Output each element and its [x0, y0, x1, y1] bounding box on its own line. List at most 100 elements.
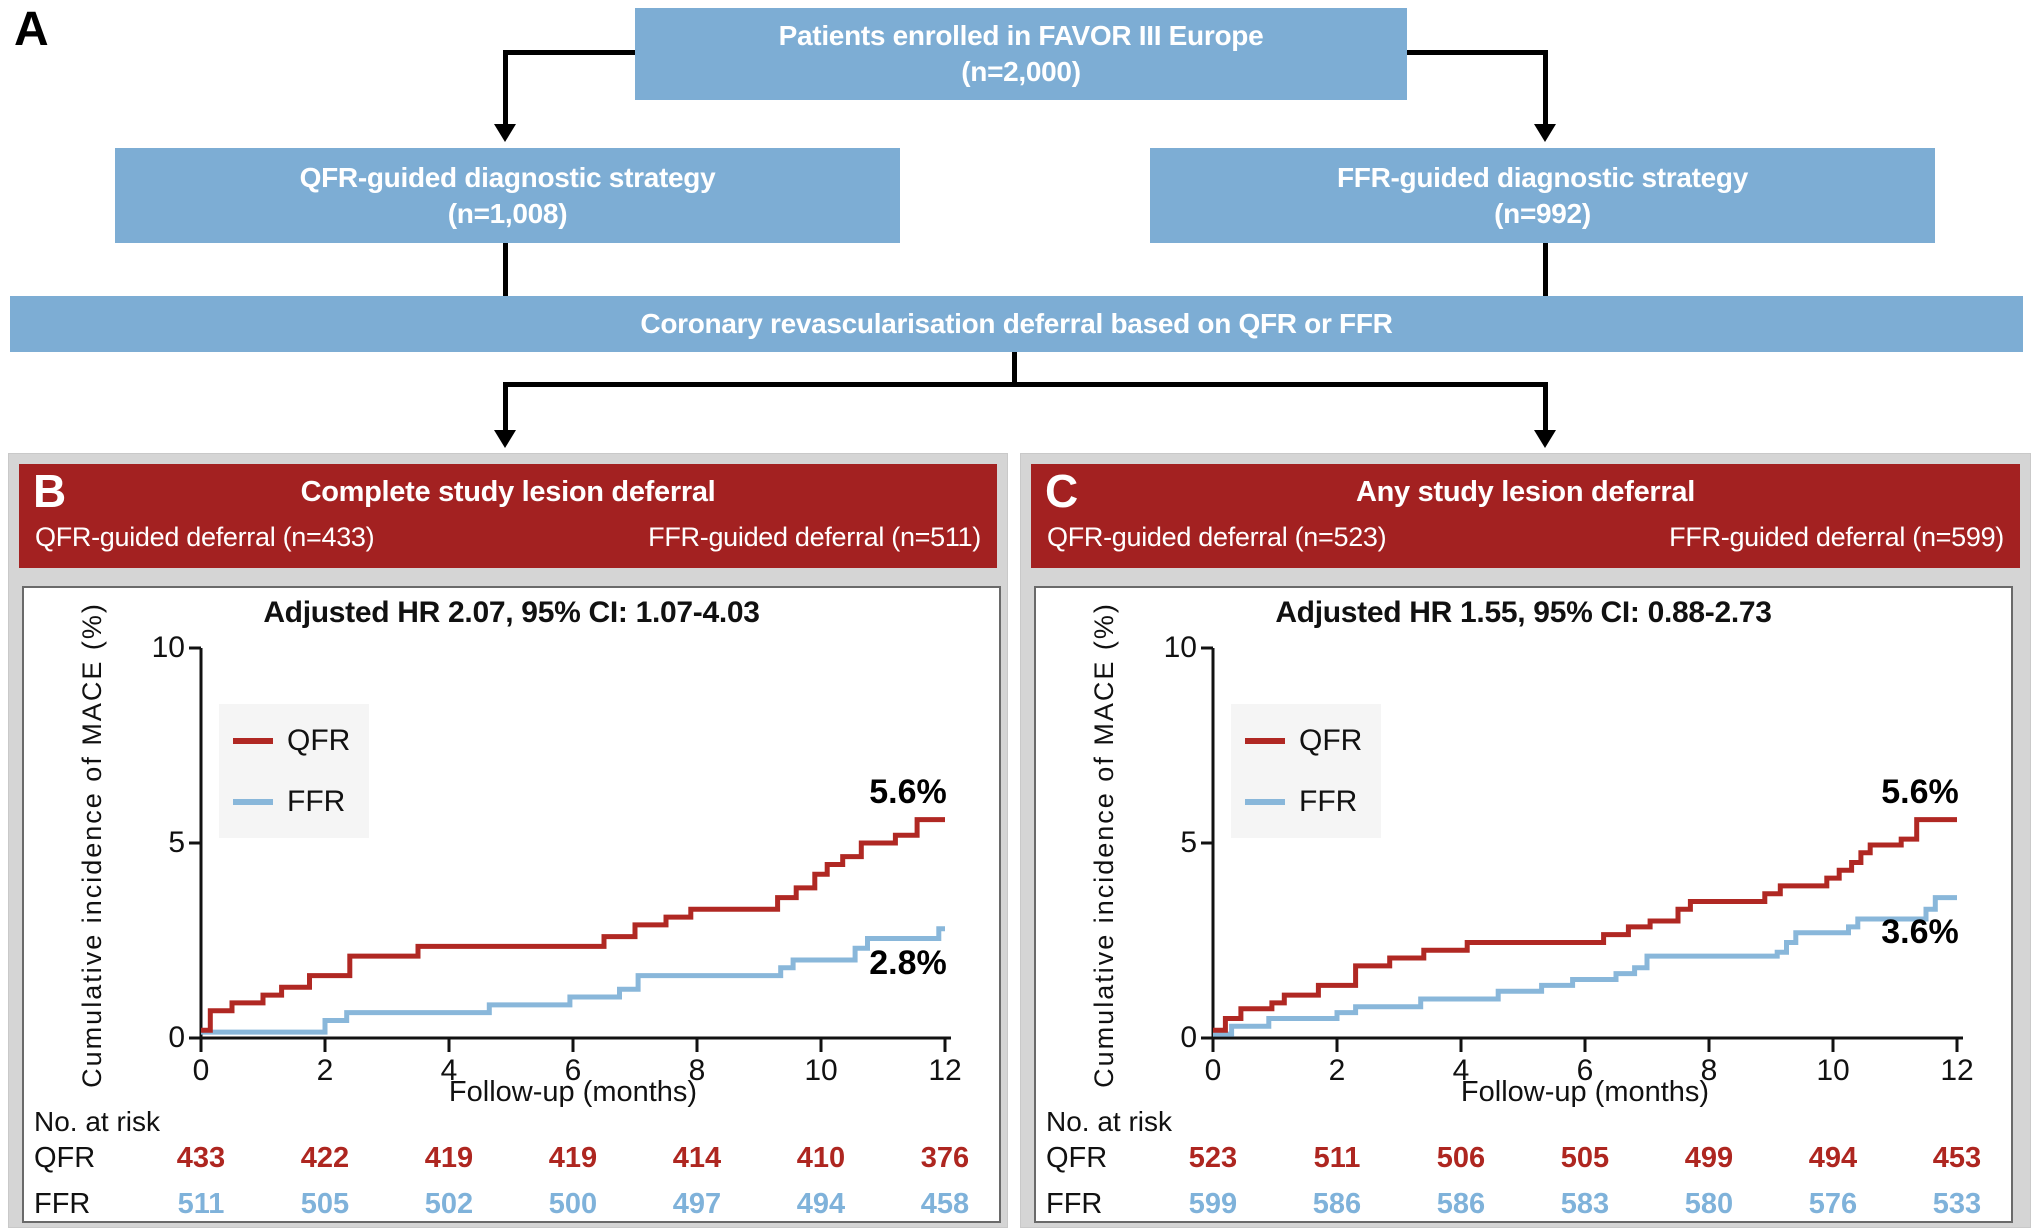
connector-line [503, 243, 508, 296]
flow-box-enrolled-line1: Patients enrolled in FAVOR III Europe [778, 20, 1264, 51]
x-tick-label: 12 [1940, 1054, 1974, 1087]
panel-c: C Any study lesion deferral QFR-guided d… [1020, 453, 2031, 1228]
risk-number-ffr: 586 [1312, 1188, 1362, 1220]
risk-row-label-ffr: FFR [34, 1188, 91, 1220]
panel-b-qfr-sublabel: QFR-guided deferral (n=433) [35, 522, 375, 552]
connector-line [1543, 50, 1548, 126]
y-tick-label: 5 [168, 826, 185, 859]
connector-line [1407, 50, 1548, 55]
connector-line [505, 50, 635, 55]
ffr-legend-line [1245, 798, 1285, 805]
risk-row-label-qfr: QFR [34, 1142, 96, 1174]
panel-b-ffr-sublabel: FFR-guided deferral (n=511) [648, 522, 981, 552]
ffr-end-label: 2.8% [869, 943, 947, 982]
risk-number-ffr: 502 [424, 1188, 474, 1220]
flow-box-qfr-line1: QFR-guided diagnostic strategy [299, 161, 716, 193]
hr-title: Adjusted HR 2.07, 95% CI: 1.07-4.03 [263, 596, 760, 629]
arrow-down-icon [1534, 430, 1556, 448]
y-tick-label: 0 [168, 1021, 185, 1054]
ffr-curve [1213, 895, 1957, 1037]
panel-c-qfr-sublabel: QFR-guided deferral (n=523) [1047, 522, 1387, 552]
arrow-down-icon [1534, 124, 1556, 142]
ffr-legend-line [233, 798, 273, 805]
y-tick-label: 10 [1163, 631, 1197, 664]
risk-number-ffr: 494 [796, 1188, 846, 1220]
risk-number-ffr: 458 [920, 1188, 970, 1220]
arrow-down-icon [494, 124, 516, 142]
risk-number-ffr: 500 [548, 1188, 598, 1220]
panel-b-chart-box: Adjusted HR 2.07, 95% CI: 1.07-4.03 Cumul… [22, 586, 1001, 1223]
risk-number-qfr: 506 [1436, 1142, 1486, 1174]
flowchart-panel-a: A Patients enrolled in FAVOR III Europe … [0, 0, 2031, 453]
risk-number-qfr: 505 [1560, 1142, 1610, 1174]
flow-box-qfr-line2: (n=1,008) [447, 197, 568, 229]
panel-b-header: B Complete study lesion deferral QFR-gui… [19, 464, 997, 568]
risk-number-ffr: 497 [672, 1188, 722, 1220]
risk-number-qfr: 494 [1808, 1142, 1858, 1174]
panel-c-title: Any study lesion deferral [1356, 476, 1695, 508]
risk-number-qfr: 419 [548, 1142, 598, 1174]
panel-a-label: A [14, 3, 49, 56]
flow-box-qfr-strategy: QFR-guided diagnostic strategy (n=1,008) [115, 148, 900, 243]
risk-number-qfr: 511 [1313, 1142, 1361, 1174]
connector-line [1012, 352, 1017, 384]
risk-number-qfr: 422 [300, 1142, 350, 1174]
risk-number-qfr: 433 [176, 1142, 226, 1174]
risk-number-ffr: 599 [1188, 1188, 1238, 1220]
x-tick-label: 2 [1328, 1054, 1346, 1087]
connector-line [1543, 382, 1548, 432]
risk-number-qfr: 414 [672, 1142, 722, 1174]
panel-b-title: Complete study lesion deferral [300, 476, 716, 508]
flow-box-deferral: Coronary revascularisation deferral base… [10, 296, 2023, 352]
risk-number-qfr: 410 [796, 1142, 846, 1174]
x-tick-label: 10 [804, 1054, 838, 1087]
x-tick-label: 2 [316, 1054, 334, 1087]
risk-row-label-qfr: QFR [1046, 1142, 1108, 1174]
x-axis-label: Follow-up (months) [448, 1076, 698, 1108]
risk-number-qfr: 419 [424, 1142, 474, 1174]
risk-number-qfr: 523 [1188, 1142, 1238, 1174]
risk-number-ffr: 505 [300, 1188, 350, 1220]
legend-label: QFR [287, 723, 351, 757]
legend-entry-ffr: FFR [233, 785, 369, 819]
x-axis-label: Follow-up (months) [1460, 1076, 1710, 1108]
panel-c-ffr-sublabel: FFR-guided deferral (n=599) [1669, 522, 2004, 552]
x-tick-label: 0 [1204, 1054, 1222, 1087]
x-tick-label: 6 [564, 1054, 582, 1087]
qfr-legend-line [233, 737, 273, 744]
qfr-curve [201, 817, 945, 1033]
connector-line [503, 50, 508, 126]
risk-number-ffr: 533 [1932, 1188, 1982, 1220]
arrow-down-icon [494, 430, 516, 448]
hr-title: Adjusted HR 1.55, 95% CI: 0.88-2.73 [1275, 596, 1772, 629]
flow-box-enrolled-line2: (n=2,000) [961, 56, 1081, 87]
risk-table-header: No. at risk [34, 1106, 161, 1137]
panel-c-header: C Any study lesion deferral QFR-guided d… [1031, 464, 2020, 568]
legend-label: QFR [1299, 723, 1363, 757]
risk-number-ffr: 580 [1684, 1188, 1734, 1220]
x-tick-label: 6 [1576, 1054, 1594, 1087]
connector-line [503, 382, 1548, 387]
flow-box-enrolled: Patients enrolled in FAVOR III Europe (n… [635, 8, 1407, 100]
ffr-end-label: 3.6% [1881, 912, 1959, 951]
panel-c-chart-box: Adjusted HR 1.55, 95% CI: 0.88-2.73 Cumul… [1034, 586, 2013, 1223]
risk-number-qfr: 499 [1684, 1142, 1734, 1174]
x-tick-label: 12 [928, 1054, 962, 1087]
risk-row-label-ffr: FFR [1046, 1188, 1103, 1220]
risk-number-ffr: 511 [177, 1188, 225, 1220]
y-tick-label: 0 [1180, 1021, 1197, 1054]
x-tick-label: 10 [1816, 1054, 1850, 1087]
x-tick-label: 4 [1452, 1054, 1470, 1087]
legend-entry-ffr: FFR [1245, 785, 1381, 819]
connector-line [503, 382, 508, 432]
risk-table-header: No. at risk [1046, 1106, 1173, 1137]
panel-b-letter: B [33, 465, 67, 517]
y-tick-label: 5 [1180, 826, 1197, 859]
km-chart [189, 646, 951, 1052]
flow-box-deferral-line1: Coronary revascularisation deferral base… [640, 308, 1393, 339]
legend: QFR FFR [1231, 704, 1381, 838]
legend-label: FFR [1299, 784, 1358, 818]
qfr-end-label: 5.6% [869, 772, 947, 811]
legend: QFR FFR [219, 704, 369, 838]
y-tick-label: 10 [151, 631, 185, 664]
